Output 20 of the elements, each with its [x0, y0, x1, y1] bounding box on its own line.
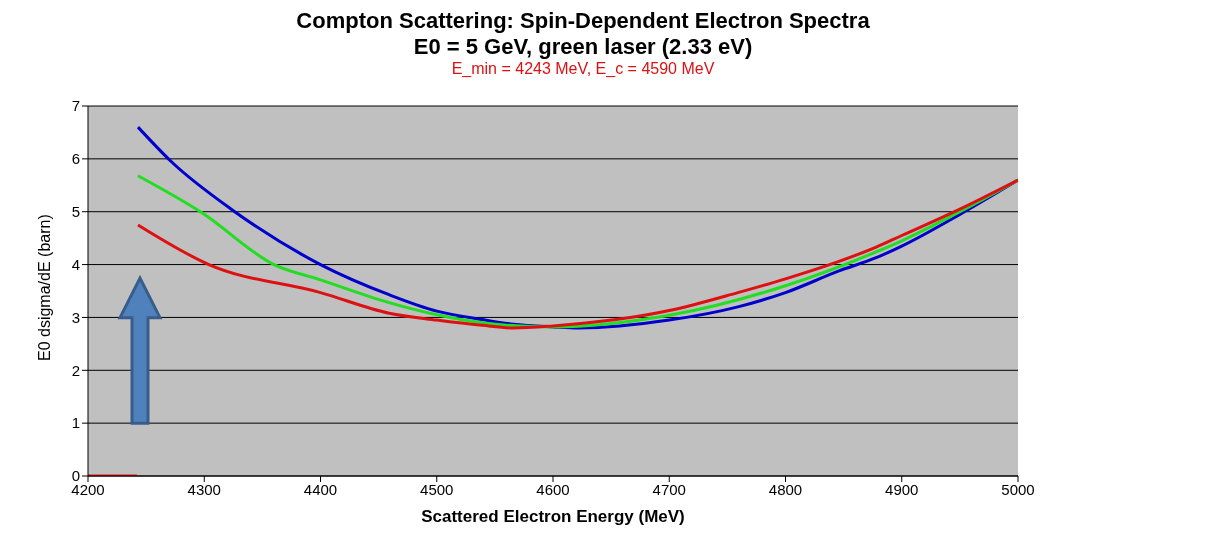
- chart-title: Compton Scattering: Spin-Dependent Electron Spectra: [295, 8, 871, 34]
- y-tick-label: 4: [71, 255, 80, 273]
- y-tick-label: 5: [71, 203, 80, 221]
- y-tick-label: 1: [71, 414, 80, 432]
- y-tick-label: 6: [71, 150, 80, 168]
- x-tick-label: 4800: [768, 480, 803, 498]
- x-tick-label: 4500: [420, 480, 454, 498]
- chart-subtitle: E0 = 5 GeV, green laser (2.33 eV): [412, 34, 754, 60]
- y-tick-label: 7: [71, 97, 80, 115]
- x-axis-title: Scattered Electron Energy (MeV): [421, 507, 685, 526]
- x-tick-label: 4400: [303, 480, 338, 498]
- y-tick-label: 3: [71, 308, 80, 326]
- y-tick-label: 2: [71, 361, 80, 379]
- x-tick-label: 4600: [536, 480, 570, 498]
- x-tick-label: 4700: [652, 480, 686, 498]
- y-axis-title: E0 dsigma/dE (barn): [35, 214, 53, 361]
- text: E_min = 4243 MeV, E_c = 4590 MeV: [450, 60, 716, 78]
- x-tick-label: 4900: [885, 480, 919, 498]
- x-tick-label: 4300: [187, 480, 221, 498]
- x-tick-label: 5000: [1001, 480, 1035, 498]
